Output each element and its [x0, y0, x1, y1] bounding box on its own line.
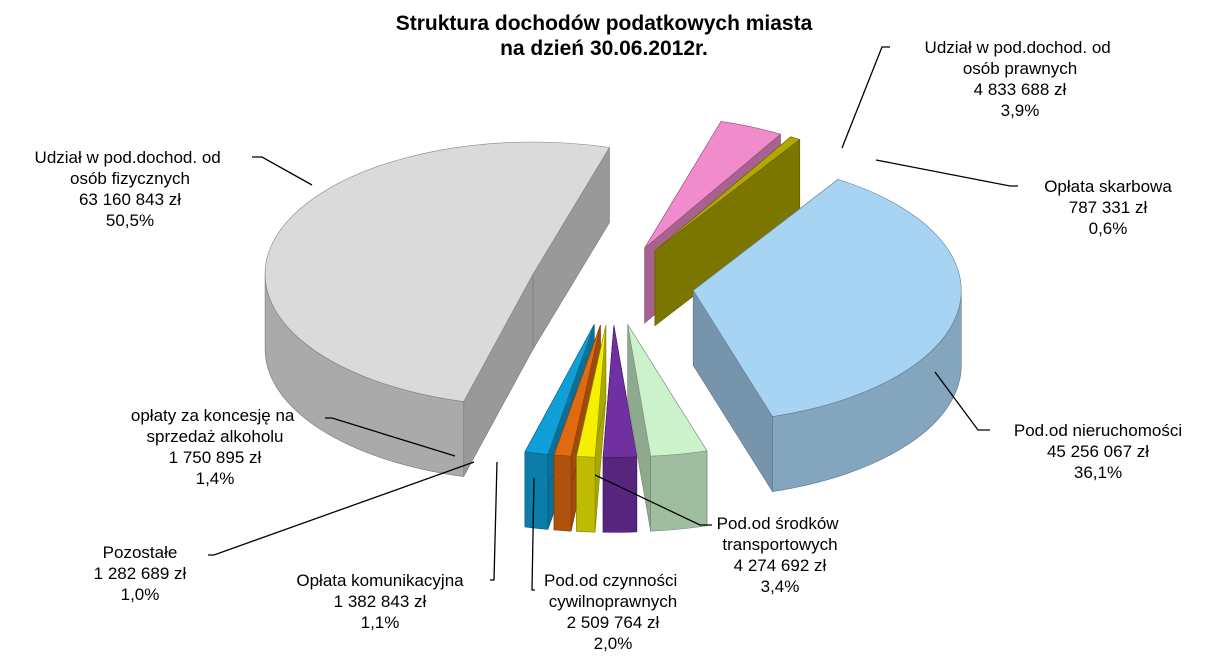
category-label: Pod.od nieruchomości — [1014, 421, 1182, 440]
category-label: Udział w pod.dochod. od osób prawnych — [925, 38, 1116, 78]
leader-line — [208, 461, 475, 556]
slice-side — [576, 456, 596, 533]
label-line: sprzedaż alkoholu — [146, 427, 283, 446]
value-label: 1 382 843 zł — [334, 592, 427, 611]
percent-label: 50,5% — [106, 211, 154, 230]
leader-line — [841, 46, 890, 149]
label-line: Pozostałe — [103, 543, 178, 562]
value-label: 1 282 689 zł — [94, 564, 187, 583]
leader-line — [934, 371, 990, 431]
label-line: opłaty za koncesję na — [131, 406, 299, 425]
label-line: Udział w pod.dochod. od — [925, 38, 1116, 57]
label-line: Pod.od nieruchomości — [1014, 421, 1182, 440]
slice — [602, 325, 638, 458]
percent-label: 36,1% — [1074, 463, 1122, 482]
slice-side — [524, 451, 549, 530]
percent-label: 3,9% — [1001, 101, 1040, 120]
value-label: 1 750 895 zł — [169, 448, 262, 467]
chart-title: Struktura dochodów podatkowych miasta — [396, 12, 813, 35]
slice-side — [553, 454, 572, 532]
percent-label: 1,4% — [196, 469, 235, 488]
category-label: Pod.od środków transportowych — [717, 514, 844, 554]
category-label: Pozostałe — [103, 543, 178, 562]
slice — [692, 179, 962, 417]
value-label: 63 160 843 zł — [79, 190, 181, 209]
category-label: Pod.od czynności cywilnoprawnych — [544, 571, 682, 611]
leader-line — [875, 159, 1018, 187]
slice — [553, 324, 601, 457]
label-line: osób fizycznych — [70, 169, 190, 188]
category-label: opłaty za koncesję na sprzedaż alkoholu — [131, 406, 299, 446]
percent-label: 1,0% — [121, 585, 160, 604]
percent-label: 1,1% — [361, 613, 400, 632]
value-label: 4 833 688 zł — [974, 80, 1067, 99]
label-line: transportowych — [722, 535, 837, 554]
value-label: 4 274 692 zł — [734, 556, 827, 575]
percent-label: 2,0% — [594, 634, 633, 653]
slice-side — [650, 450, 708, 532]
slice — [524, 324, 595, 455]
label-line: osób prawnych — [963, 59, 1077, 78]
label-line: Opłata komunikacyjna — [296, 571, 464, 590]
leader-line — [531, 477, 535, 591]
slice — [654, 136, 801, 251]
value-label: 787 331 zł — [1069, 198, 1148, 217]
chart-title: na dzień 30.06.2012r. — [500, 37, 708, 60]
label-line: Pod.od środków — [717, 514, 844, 533]
label-line: Udział w pod.dochod. od — [35, 148, 226, 167]
leader-line — [594, 474, 712, 526]
value-label: 2 509 764 zł — [567, 613, 660, 632]
label-line: cywilnoprawnych — [549, 592, 678, 611]
slice-side — [602, 456, 638, 533]
category-label: Opłata skarbowa — [1044, 177, 1172, 196]
label-line: Pod.od czynności — [544, 571, 682, 590]
slice — [627, 324, 708, 457]
slice — [264, 141, 610, 402]
leader-line — [490, 461, 498, 581]
value-label: 45 256 067 zł — [1047, 442, 1149, 461]
labels: Udział w pod.dochod. od osób fizycznych 6… — [35, 38, 1183, 653]
label-line: Opłata skarbowa — [1044, 177, 1172, 196]
slice — [576, 325, 607, 458]
category-label: Udział w pod.dochod. od osób fizycznych — [35, 148, 226, 188]
percent-label: 0,6% — [1089, 219, 1128, 238]
slice — [644, 121, 782, 249]
category-label: Opłata komunikacyjna — [296, 571, 464, 590]
leader-line — [252, 156, 313, 186]
leader-line — [325, 417, 456, 457]
pie — [264, 120, 962, 533]
percent-label: 3,4% — [761, 577, 800, 596]
